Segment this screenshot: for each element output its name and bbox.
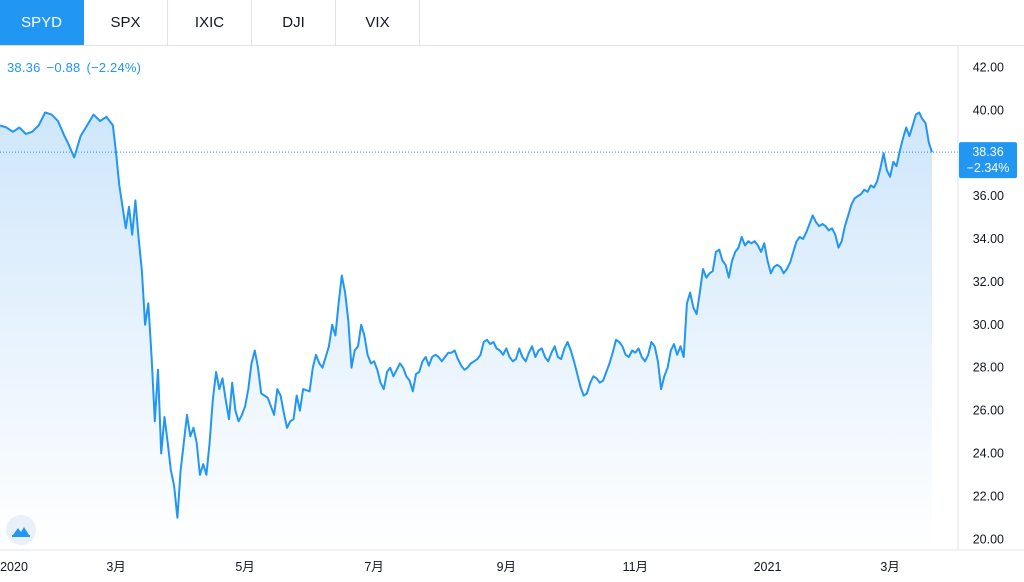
y-tick-label: 42.00 (973, 60, 1004, 74)
tab-spx[interactable]: SPX (84, 0, 168, 45)
quote-price: 38.36 (7, 60, 41, 75)
x-tick-label: 7月 (364, 560, 383, 574)
x-tick-label: 2021 (754, 560, 782, 574)
quote-line: 38.36 −0.88 (−2.24%) (7, 60, 147, 75)
quote-change-pct: (−2.24%) (86, 60, 142, 75)
tab-dji[interactable]: DJI (252, 0, 336, 45)
y-tick-label: 22.00 (973, 489, 1004, 503)
y-tick-label: 24.00 (973, 446, 1004, 460)
price-area-fill (0, 112, 932, 550)
last-price-pct: −2.34% (967, 161, 1010, 175)
y-tick-label: 34.00 (973, 232, 1004, 246)
x-tick-label: 3月 (106, 560, 125, 574)
y-tick-label: 40.00 (973, 103, 1004, 117)
price-line (0, 111, 933, 519)
price-chart[interactable]: 20.00 22.00 24.00 26.00 28.00 30.00 32.00 34.00… (0, 46, 1024, 582)
y-tick-label: 36.00 (973, 189, 1004, 203)
tradingview-cloud-icon[interactable] (6, 515, 36, 545)
y-tick-label: 20.00 (973, 532, 1004, 546)
y-tick-label: 28.00 (973, 361, 1004, 375)
symbol-tabs: SPYD SPX IXIC DJI VIX (0, 0, 1024, 46)
y-tick-label: 26.00 (973, 404, 1004, 418)
last-price-value: 38.36 (972, 145, 1003, 159)
x-tick-label: 2020 (0, 560, 28, 574)
tab-spyd[interactable]: SPYD (0, 0, 84, 45)
y-tick-label: 32.00 (973, 275, 1004, 289)
quote-change: −0.88 (46, 60, 81, 75)
x-tick-label: 11月 (623, 560, 648, 574)
last-price-label: 38.36 −2.34% (959, 142, 1017, 179)
x-tick-label: 5月 (235, 560, 254, 574)
x-tick-label: 9月 (497, 560, 516, 574)
x-tick-label: 3月 (880, 560, 899, 574)
tab-ixic[interactable]: IXIC (168, 0, 252, 45)
tab-vix[interactable]: VIX (336, 0, 420, 45)
y-tick-label: 30.00 (973, 318, 1004, 332)
